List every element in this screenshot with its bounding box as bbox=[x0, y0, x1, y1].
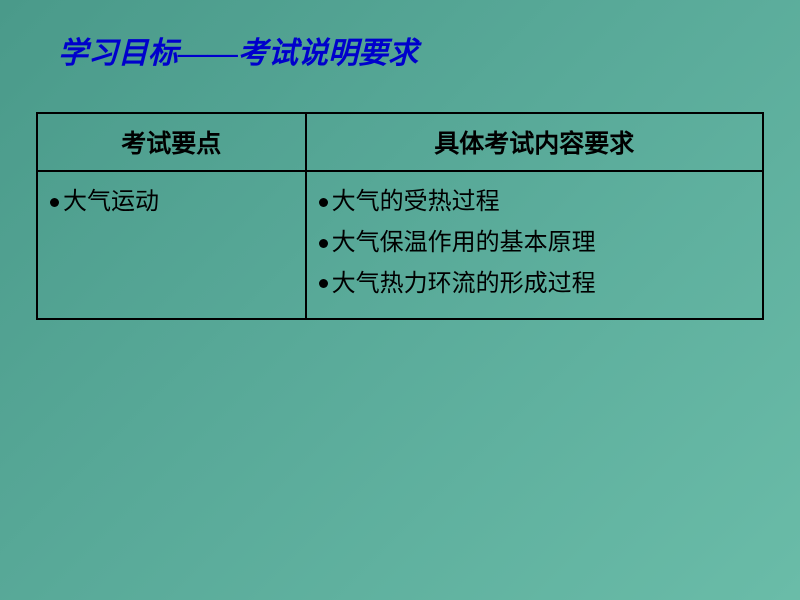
list-item: 大气保温作用的基本原理 bbox=[319, 223, 750, 264]
header-exam-points: 考试要点 bbox=[37, 113, 306, 171]
table-header-row: 考试要点 具体考试内容要求 bbox=[37, 113, 763, 171]
list-item: 大气的受热过程 bbox=[319, 182, 750, 223]
item-text: 大气热力环流的形成过程 bbox=[332, 264, 596, 305]
cell-exam-requirement: 大气的受热过程 大气保温作用的基本原理 大气热力环流的形成过程 bbox=[306, 171, 763, 319]
cell-exam-point: 大气运动 bbox=[37, 171, 306, 319]
bullet-icon bbox=[319, 279, 328, 288]
list-item: 大气热力环流的形成过程 bbox=[319, 264, 750, 305]
exam-table: 考试要点 具体考试内容要求 大气运动 大气的受热过程 bbox=[36, 112, 764, 320]
header-exam-requirements: 具体考试内容要求 bbox=[306, 113, 763, 171]
page-title: 学习目标——考试说明要求 bbox=[0, 0, 800, 72]
list-item: 大气运动 bbox=[50, 182, 293, 223]
bullet-icon bbox=[319, 239, 328, 248]
item-text: 大气的受热过程 bbox=[332, 182, 500, 223]
table-container: 考试要点 具体考试内容要求 大气运动 大气的受热过程 bbox=[0, 72, 800, 320]
bullet-icon bbox=[50, 198, 59, 207]
bullet-icon bbox=[319, 198, 328, 207]
table-row: 大气运动 大气的受热过程 大气保温作用的基本原理 大气热力环流的形成过程 bbox=[37, 171, 763, 319]
item-text: 大气保温作用的基本原理 bbox=[332, 223, 596, 264]
item-text: 大气运动 bbox=[63, 182, 159, 223]
